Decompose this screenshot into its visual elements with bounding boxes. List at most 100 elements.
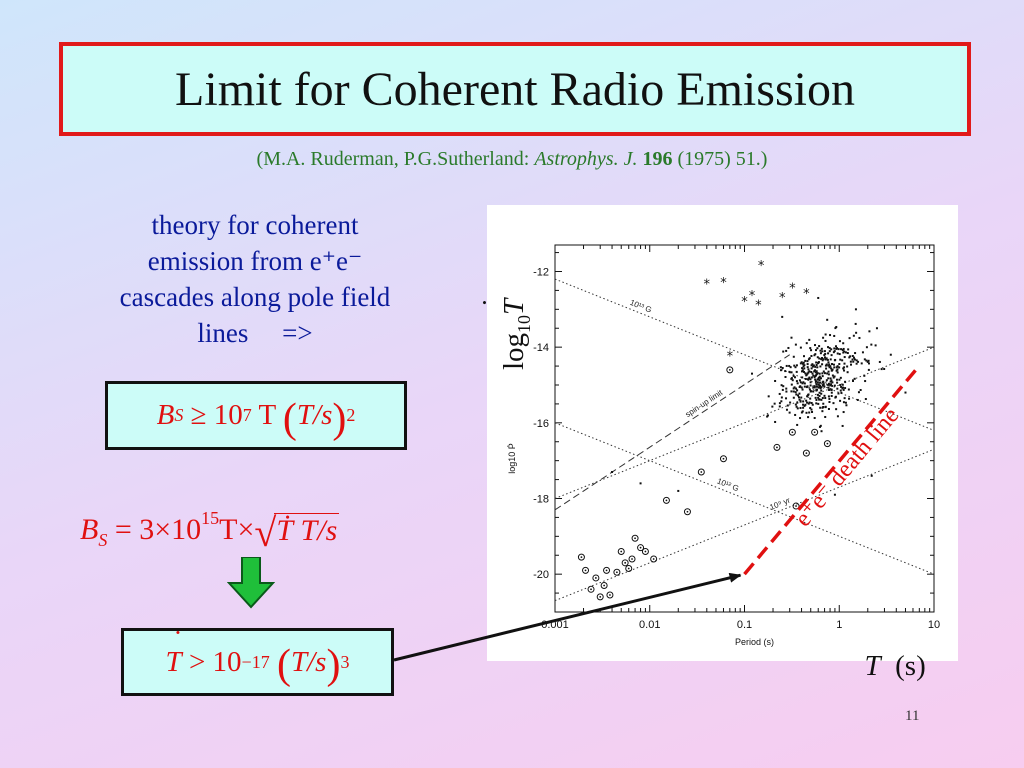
pulsar-point	[810, 364, 813, 367]
pulsar-point	[824, 405, 827, 408]
pulsar-point	[867, 359, 870, 362]
star-point: *	[789, 282, 796, 297]
pulsar-point	[848, 337, 851, 340]
circled-point-center	[634, 537, 636, 540]
pulsar-point	[809, 397, 812, 400]
pulsar-point	[782, 350, 785, 353]
pulsar-point	[817, 386, 820, 389]
pulsar-point	[789, 401, 792, 404]
circled-point-center	[594, 577, 597, 579]
pulsar-point	[817, 361, 820, 364]
pulsar-point	[842, 388, 845, 391]
pulsar-point	[835, 347, 838, 350]
pulsar-point	[822, 383, 825, 386]
pulsar-p-pdot-plot: 0.001 0.01 0.1 1 10 -12 -14 -16 -18 -20 Period (s)…	[487, 205, 958, 661]
star-point: *	[758, 259, 765, 274]
pulsar-point	[818, 385, 821, 388]
pulsar-point	[793, 364, 796, 367]
pulsar-point	[849, 360, 852, 363]
pulsar-point	[816, 378, 819, 381]
pulsar-point	[821, 372, 824, 375]
eq1-paren-open: (	[282, 395, 297, 442]
pulsar-point	[806, 401, 809, 404]
circled-point	[719, 455, 727, 463]
pulsar-point	[774, 379, 777, 382]
pulsar-point	[807, 368, 810, 371]
pulsar-point	[834, 358, 837, 361]
pulsar-point	[833, 334, 836, 337]
pulsar-point	[836, 352, 839, 355]
pulsar-point	[827, 383, 830, 386]
pulsar-point	[842, 347, 845, 350]
pulsar-point	[833, 350, 836, 353]
pulsar-point	[784, 375, 787, 378]
pulsar-point	[823, 356, 826, 359]
pulsar-point	[782, 385, 785, 388]
pulsar-point	[823, 354, 826, 357]
circled-point	[773, 443, 781, 451]
pulsar-point	[838, 353, 841, 356]
pulsar-point	[808, 411, 811, 414]
pulsar-point	[796, 423, 799, 426]
pulsar-point	[830, 348, 833, 351]
pulsar-point	[785, 390, 788, 393]
circled-point-center	[644, 550, 647, 553]
pulsar-point	[833, 366, 836, 369]
pulsar-point	[780, 400, 783, 403]
pulsar-point	[838, 340, 841, 343]
pulsar-point	[848, 356, 851, 359]
pulsar-point	[781, 315, 784, 318]
pulsar-point	[874, 344, 877, 347]
pulsar-point	[838, 378, 841, 381]
pulsar-point	[846, 365, 849, 368]
pulsar-point	[823, 385, 826, 388]
pulsar-point	[851, 355, 854, 358]
pulsar-point	[852, 356, 855, 359]
pulsar-point	[810, 367, 813, 370]
pulsar-point	[794, 391, 797, 394]
pulsar-point	[857, 391, 860, 394]
pulsar-point	[815, 402, 818, 405]
pulsar-point	[829, 384, 832, 387]
eq2-rest: T×	[219, 513, 255, 546]
pulsar-point	[833, 384, 836, 387]
pulsar-point	[803, 367, 806, 370]
pulsar-point	[802, 406, 805, 409]
pulsar-point	[863, 358, 866, 361]
pulsar-point	[834, 327, 837, 330]
pulsar-point	[813, 376, 816, 379]
pulsar-point	[793, 386, 796, 389]
pulsar-point	[774, 420, 777, 423]
circled-point-center	[795, 505, 797, 507]
pulsar-point	[834, 345, 837, 348]
pulsar-point	[854, 352, 857, 355]
reference-post: (1975) 51.)	[672, 148, 768, 170]
scatter-chart: 0.001 0.01 0.1 1 10 -12 -14 -16 -18 -20 Period (s)…	[507, 244, 940, 647]
pulsar-point	[816, 381, 819, 384]
circled-point	[683, 508, 691, 516]
pulsar-point	[832, 402, 835, 405]
pulsar-point	[812, 365, 815, 368]
pulsar-point	[798, 398, 801, 401]
eq1-pow: 2	[346, 405, 356, 425]
pulsar-point	[820, 430, 823, 433]
reference-line	[554, 354, 790, 511]
eq3-rel: > 10	[181, 645, 242, 678]
pulsar-point	[821, 375, 824, 378]
star-point: *	[803, 287, 810, 302]
pulsar-point	[798, 392, 801, 395]
pulsar-point	[808, 338, 811, 341]
circled-point-center	[826, 442, 829, 445]
pulsar-point	[817, 396, 820, 399]
pulsar-point	[792, 387, 795, 390]
pulsar-point	[837, 348, 840, 351]
pulsar-point	[832, 351, 835, 354]
x-axis-overlay-label: T (s)	[850, 617, 926, 683]
slide-number: 11	[905, 708, 920, 724]
pulsar-point	[821, 384, 824, 387]
pulsar-point	[799, 346, 802, 349]
circled-point-center	[813, 431, 816, 434]
pulsar-point	[803, 364, 806, 367]
pulsar-point	[864, 380, 867, 383]
pulsar-point	[839, 389, 842, 392]
